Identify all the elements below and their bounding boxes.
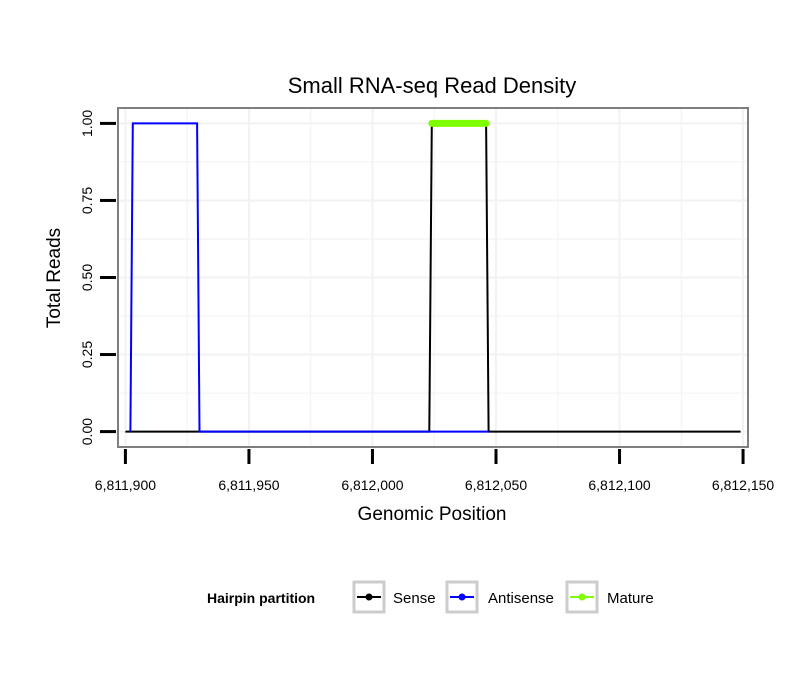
legend-label: Mature <box>607 590 654 607</box>
legend-title: Hairpin partition <box>207 590 315 606</box>
legend-key-point <box>578 593 586 601</box>
y-tick-label: 0.25 <box>79 341 95 368</box>
series-line-antisense <box>129 122 489 433</box>
legend-item-mature: Mature <box>565 580 654 614</box>
legend-key-point <box>458 593 466 601</box>
x-tick-label: 6,812,100 <box>588 477 650 493</box>
y-tick-label: 0.50 <box>79 264 95 291</box>
x-tick-label: 6,811,950 <box>218 477 279 493</box>
y-tick-label: 0.75 <box>79 187 95 214</box>
legend-item-antisense: Antisense <box>445 580 554 614</box>
x-tick-label: 6,812,050 <box>465 477 527 493</box>
y-tick-label: 1.00 <box>79 110 95 137</box>
legend: Hairpin partition Sense Antisense Mature <box>207 580 654 614</box>
plot-border <box>117 107 749 448</box>
legend-label: Antisense <box>488 590 554 607</box>
plot-panel: 6,811,900 6,811,950 6,812,000 6,812,050 6,81… <box>79 107 774 493</box>
y-axis-label: Total Reads <box>44 228 65 328</box>
x-tick-label: 6,811,900 <box>95 477 156 493</box>
legend-label: Sense <box>393 590 436 607</box>
x-tick-label: 6,812,150 <box>712 477 774 493</box>
x-tick-label: 6,812,000 <box>341 477 403 493</box>
y-tick-label: 0.00 <box>79 418 95 445</box>
legend-item-sense: Sense <box>352 580 436 614</box>
chart-title: Small RNA-seq Read Density <box>288 73 577 98</box>
x-axis-label: Genomic Position <box>358 504 507 525</box>
legend-key-point <box>365 593 373 601</box>
